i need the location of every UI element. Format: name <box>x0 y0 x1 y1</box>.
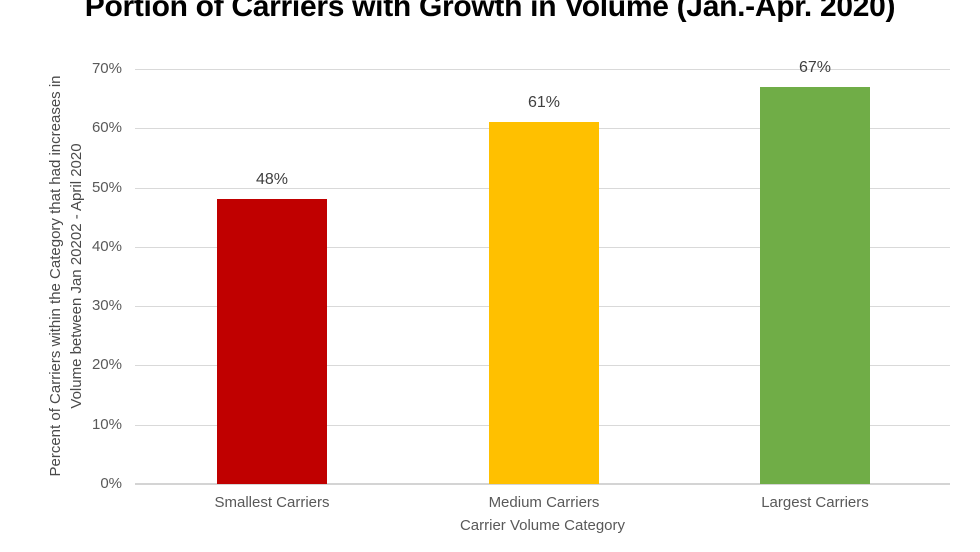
y-tick-label-30: 30% <box>91 297 122 314</box>
bar-value-label-largest-carriers: 67% <box>798 59 832 76</box>
category-label-smallest-carriers: Smallest Carriers <box>214 494 330 511</box>
y-tick-label-50: 50% <box>91 179 122 196</box>
category-label-medium-carriers: Medium Carriers <box>488 494 600 511</box>
category-label-largest-carriers: Largest Carriers <box>761 494 869 511</box>
bar-smallest-carriers <box>217 199 327 484</box>
gridline-70 <box>135 69 950 70</box>
x-axis-line <box>135 483 950 485</box>
y-tick-label-40: 40% <box>91 238 122 255</box>
x-axis-title: Carrier Volume Category <box>459 517 626 534</box>
bar-value-label-medium-carriers: 61% <box>527 94 561 111</box>
chart-title: Portion of Carriers with Growth in Volum… <box>84 0 896 23</box>
bar-value-label-smallest-carriers: 48% <box>255 171 289 188</box>
bar-medium-carriers <box>489 122 599 484</box>
y-tick-label-0: 0% <box>100 475 122 492</box>
y-tick-label-10: 10% <box>91 416 122 433</box>
bar-largest-carriers <box>760 87 870 484</box>
y-tick-label-60: 60% <box>91 119 122 136</box>
y-tick-label-70: 70% <box>91 60 122 77</box>
y-tick-label-20: 20% <box>91 356 122 373</box>
